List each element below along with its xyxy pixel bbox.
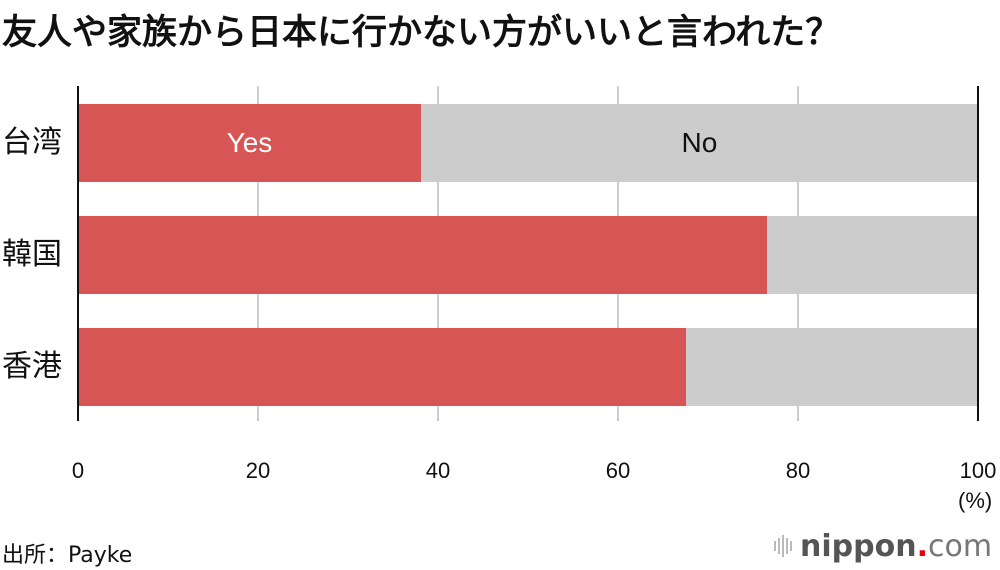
logo-suffix: com xyxy=(927,528,993,564)
logo-dot: . xyxy=(916,528,928,564)
y-axis-line xyxy=(77,86,79,421)
chart-title: 友人や家族から日本に行かない方がいいと言われた？ xyxy=(2,13,841,53)
x-tick-60: 60 xyxy=(605,458,631,483)
bar-yes-hongkong xyxy=(78,328,687,406)
label-yes: Yes xyxy=(226,127,273,158)
bar-yes-korea xyxy=(78,216,768,294)
bar-row-korea xyxy=(78,216,978,294)
category-label-hongkong: 香港 xyxy=(2,349,62,384)
right-axis-line xyxy=(977,86,979,421)
source-note: 出所：Payke xyxy=(2,543,133,568)
bar-yes-taiwan xyxy=(78,104,421,182)
nippon-logo: nippon.com xyxy=(774,528,992,564)
bar-row-hongkong xyxy=(78,328,978,406)
label-no: No xyxy=(681,127,718,158)
category-label-korea: 韓国 xyxy=(2,237,62,272)
plot-area: Yes No xyxy=(78,86,978,421)
x-tick-20: 20 xyxy=(245,458,271,483)
logo-soundwave-icon xyxy=(774,535,792,557)
x-tick-0: 0 xyxy=(71,458,85,483)
x-tick-80: 80 xyxy=(785,458,811,483)
x-tick-100: 100 xyxy=(959,458,997,483)
x-axis-unit: (%) xyxy=(958,488,993,513)
logo-name: nippon xyxy=(800,528,917,564)
bar-row-taiwan: Yes No xyxy=(78,104,978,182)
category-label-taiwan: 台湾 xyxy=(2,125,62,160)
x-tick-40: 40 xyxy=(425,458,451,483)
